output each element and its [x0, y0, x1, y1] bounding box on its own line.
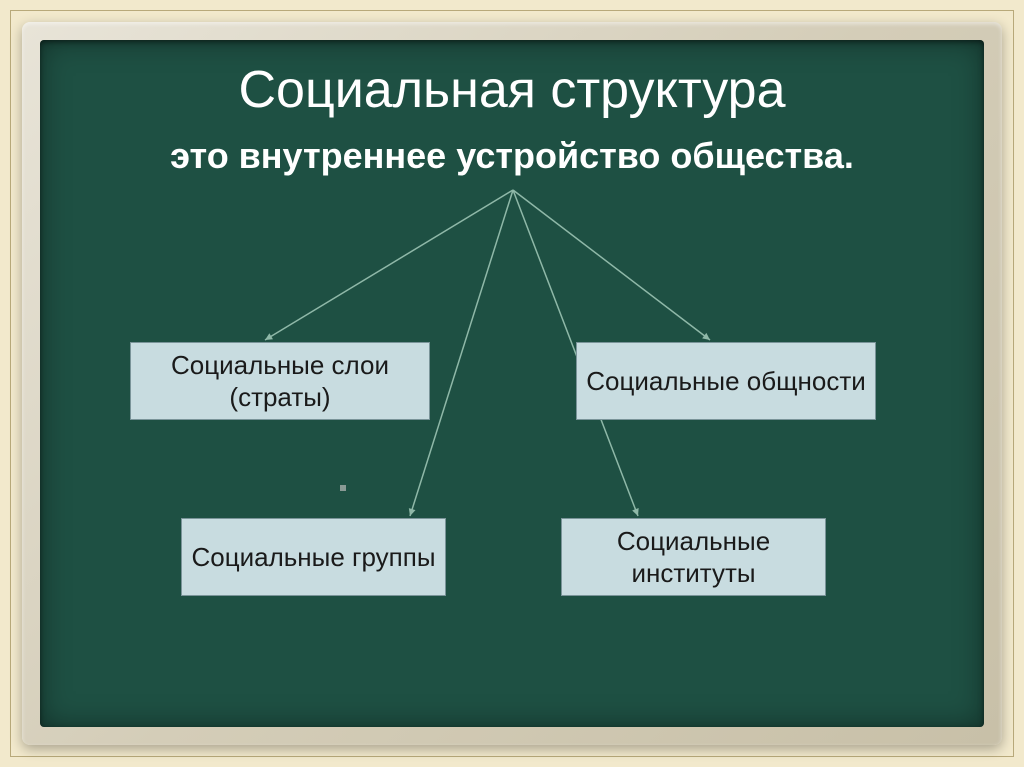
node-strata: Социальные слои (страты) — [130, 342, 430, 420]
diagram-title: Социальная структура — [40, 60, 984, 120]
chalkboard-frame: Социальная структура это внутреннее устр… — [22, 22, 1002, 745]
node-communities: Социальные общности — [576, 342, 876, 420]
diagram-subtitle: это внутреннее устройство общества. — [40, 135, 984, 177]
stray-dot — [340, 485, 346, 491]
chalkboard: Социальная структура это внутреннее устр… — [40, 40, 984, 727]
node-institutes: Социальные институты — [561, 518, 826, 596]
node-groups: Социальные группы — [181, 518, 446, 596]
